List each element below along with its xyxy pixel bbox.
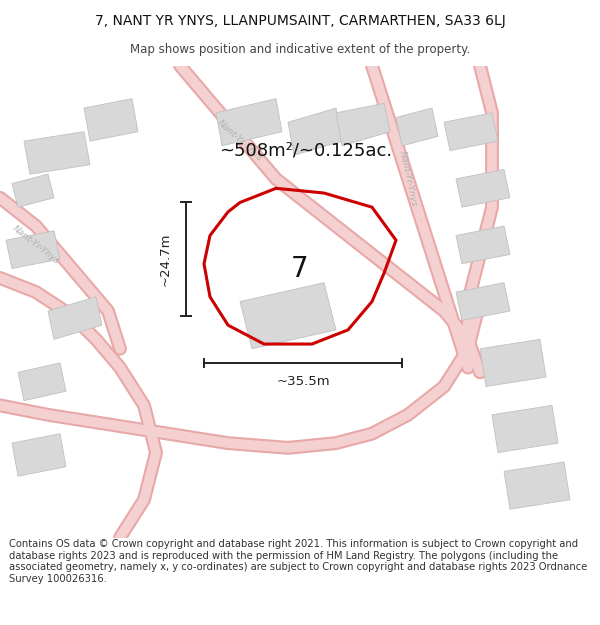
Text: ~24.7m: ~24.7m (158, 232, 172, 286)
Text: Contains OS data © Crown copyright and database right 2021. This information is : Contains OS data © Crown copyright and d… (9, 539, 587, 584)
Polygon shape (48, 297, 102, 339)
Polygon shape (12, 434, 66, 476)
Polygon shape (6, 231, 60, 269)
Text: Map shows position and indicative extent of the property.: Map shows position and indicative extent… (130, 44, 470, 56)
Polygon shape (444, 112, 498, 151)
Polygon shape (288, 108, 342, 155)
Polygon shape (84, 99, 138, 141)
Text: Nant-Yr-Ynys: Nant-Yr-Ynys (216, 119, 264, 164)
Text: ~35.5m: ~35.5m (276, 375, 330, 388)
Polygon shape (18, 363, 66, 401)
Polygon shape (456, 226, 510, 264)
Text: 7, NANT YR YNYS, LLANPUMSAINT, CARMARTHEN, SA33 6LJ: 7, NANT YR YNYS, LLANPUMSAINT, CARMARTHE… (95, 14, 505, 28)
Polygon shape (24, 132, 90, 174)
Polygon shape (396, 108, 438, 146)
Text: Nant-Yr-Ynys: Nant-Yr-Ynys (11, 224, 61, 266)
Polygon shape (336, 103, 390, 146)
Polygon shape (216, 99, 282, 146)
Polygon shape (456, 282, 510, 321)
Polygon shape (456, 169, 510, 208)
Text: ~508m²/~0.125ac.: ~508m²/~0.125ac. (220, 141, 392, 159)
Text: 7: 7 (291, 254, 309, 282)
Polygon shape (240, 282, 336, 349)
Polygon shape (492, 406, 558, 452)
Polygon shape (504, 462, 570, 509)
Text: Nant-Yr-Ynys: Nant-Yr-Ynys (398, 150, 418, 208)
Polygon shape (480, 339, 546, 386)
Polygon shape (12, 174, 54, 208)
